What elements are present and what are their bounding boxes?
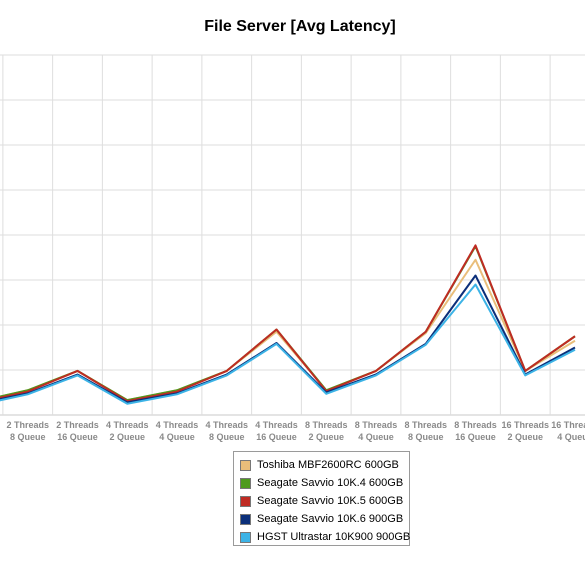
x-tick-label: 2 Threads 16 Queue bbox=[56, 420, 99, 442]
legend: Toshiba MBF2600RC 600GB Seagate Savvio 10… bbox=[233, 451, 410, 546]
series-lines bbox=[0, 244, 576, 405]
legend-label: Seagate Savvio 10K.4 600GB bbox=[257, 477, 404, 489]
series-line-2 bbox=[0, 245, 576, 402]
x-tick-label: 8 Threads 2 Queue bbox=[305, 420, 348, 442]
legend-item-2: Seagate Savvio 10K.4 600GB bbox=[240, 474, 403, 492]
x-tick-label: 4 Threads 2 Queue bbox=[106, 420, 149, 442]
legend-label: Seagate Savvio 10K.6 900GB bbox=[257, 513, 404, 525]
x-tick-label: 8 Threads 4 Queue bbox=[355, 420, 398, 442]
legend-swatch bbox=[240, 513, 251, 525]
series-line-4 bbox=[0, 274, 576, 404]
grid-lines bbox=[0, 54, 585, 416]
chart-title: File Server [Avg Latency] bbox=[204, 18, 396, 35]
x-tick-label: 4 Threads 16 Queue bbox=[255, 420, 298, 442]
legend-swatch bbox=[240, 459, 251, 471]
series-line-3 bbox=[0, 244, 576, 403]
legend-item-1: Toshiba MBF2600RC 600GB bbox=[240, 456, 403, 474]
legend-item-3: Seagate Savvio 10K.5 600GB bbox=[240, 492, 403, 510]
legend-label: HGST Ultrastar 10K900 900GB bbox=[257, 531, 411, 543]
x-tick-label: 4 Threads 4 Queue bbox=[156, 420, 199, 442]
legend-label: Seagate Savvio 10K.5 600GB bbox=[257, 495, 404, 507]
x-tick-label: 4 Threads 8 Queue bbox=[205, 420, 248, 442]
x-tick-label: 8 Threads 16 Queue bbox=[454, 420, 497, 442]
legend-swatch bbox=[240, 531, 251, 543]
x-tick-label: 2 Threads 8 Queue bbox=[6, 420, 49, 442]
x-tick-label: 8 Threads 8 Queue bbox=[404, 420, 447, 442]
legend-item-4: Seagate Savvio 10K.6 900GB bbox=[240, 510, 403, 528]
legend-item-5: HGST Ultrastar 10K900 900GB bbox=[240, 528, 410, 546]
legend-swatch bbox=[240, 495, 251, 507]
legend-swatch bbox=[240, 477, 251, 489]
x-tick-label: 16 Threads 2 Queue bbox=[501, 420, 549, 442]
series-line-5 bbox=[0, 283, 576, 405]
legend-label: Toshiba MBF2600RC 600GB bbox=[257, 459, 399, 471]
